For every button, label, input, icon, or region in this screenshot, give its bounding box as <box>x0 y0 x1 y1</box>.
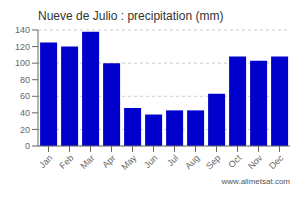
svg-text:0: 0 <box>25 141 30 151</box>
html-text:Nueve de Julio : precipitation: Nueve de Julio : precipitation (mm) <box>38 9 224 23</box>
svg-text:Oct: Oct <box>226 153 243 170</box>
svg-text:120: 120 <box>15 42 30 52</box>
svg-text:40: 40 <box>20 108 30 118</box>
svg-text:80: 80 <box>20 75 30 85</box>
svg-text:Jan: Jan <box>37 153 54 170</box>
svg-text:Aug: Aug <box>183 153 201 171</box>
svg-text:Nov: Nov <box>246 153 265 172</box>
svg-text:Dec: Dec <box>267 153 286 172</box>
svg-text:20: 20 <box>20 125 30 135</box>
html-text:www.allmetsat.com: www.allmetsat.com <box>221 177 290 186</box>
svg-text:May: May <box>119 153 138 172</box>
svg-text:60: 60 <box>20 91 30 101</box>
svg-text:140: 140 <box>15 25 30 35</box>
svg-text:Apr: Apr <box>100 153 117 170</box>
svg-text:Jul: Jul <box>165 153 180 168</box>
svg-text:100: 100 <box>15 58 30 68</box>
svg-text:Sep: Sep <box>204 153 222 171</box>
svg-text:Mar: Mar <box>78 153 96 171</box>
svg-text:Feb: Feb <box>57 153 75 171</box>
svg-text:Jun: Jun <box>142 153 159 170</box>
